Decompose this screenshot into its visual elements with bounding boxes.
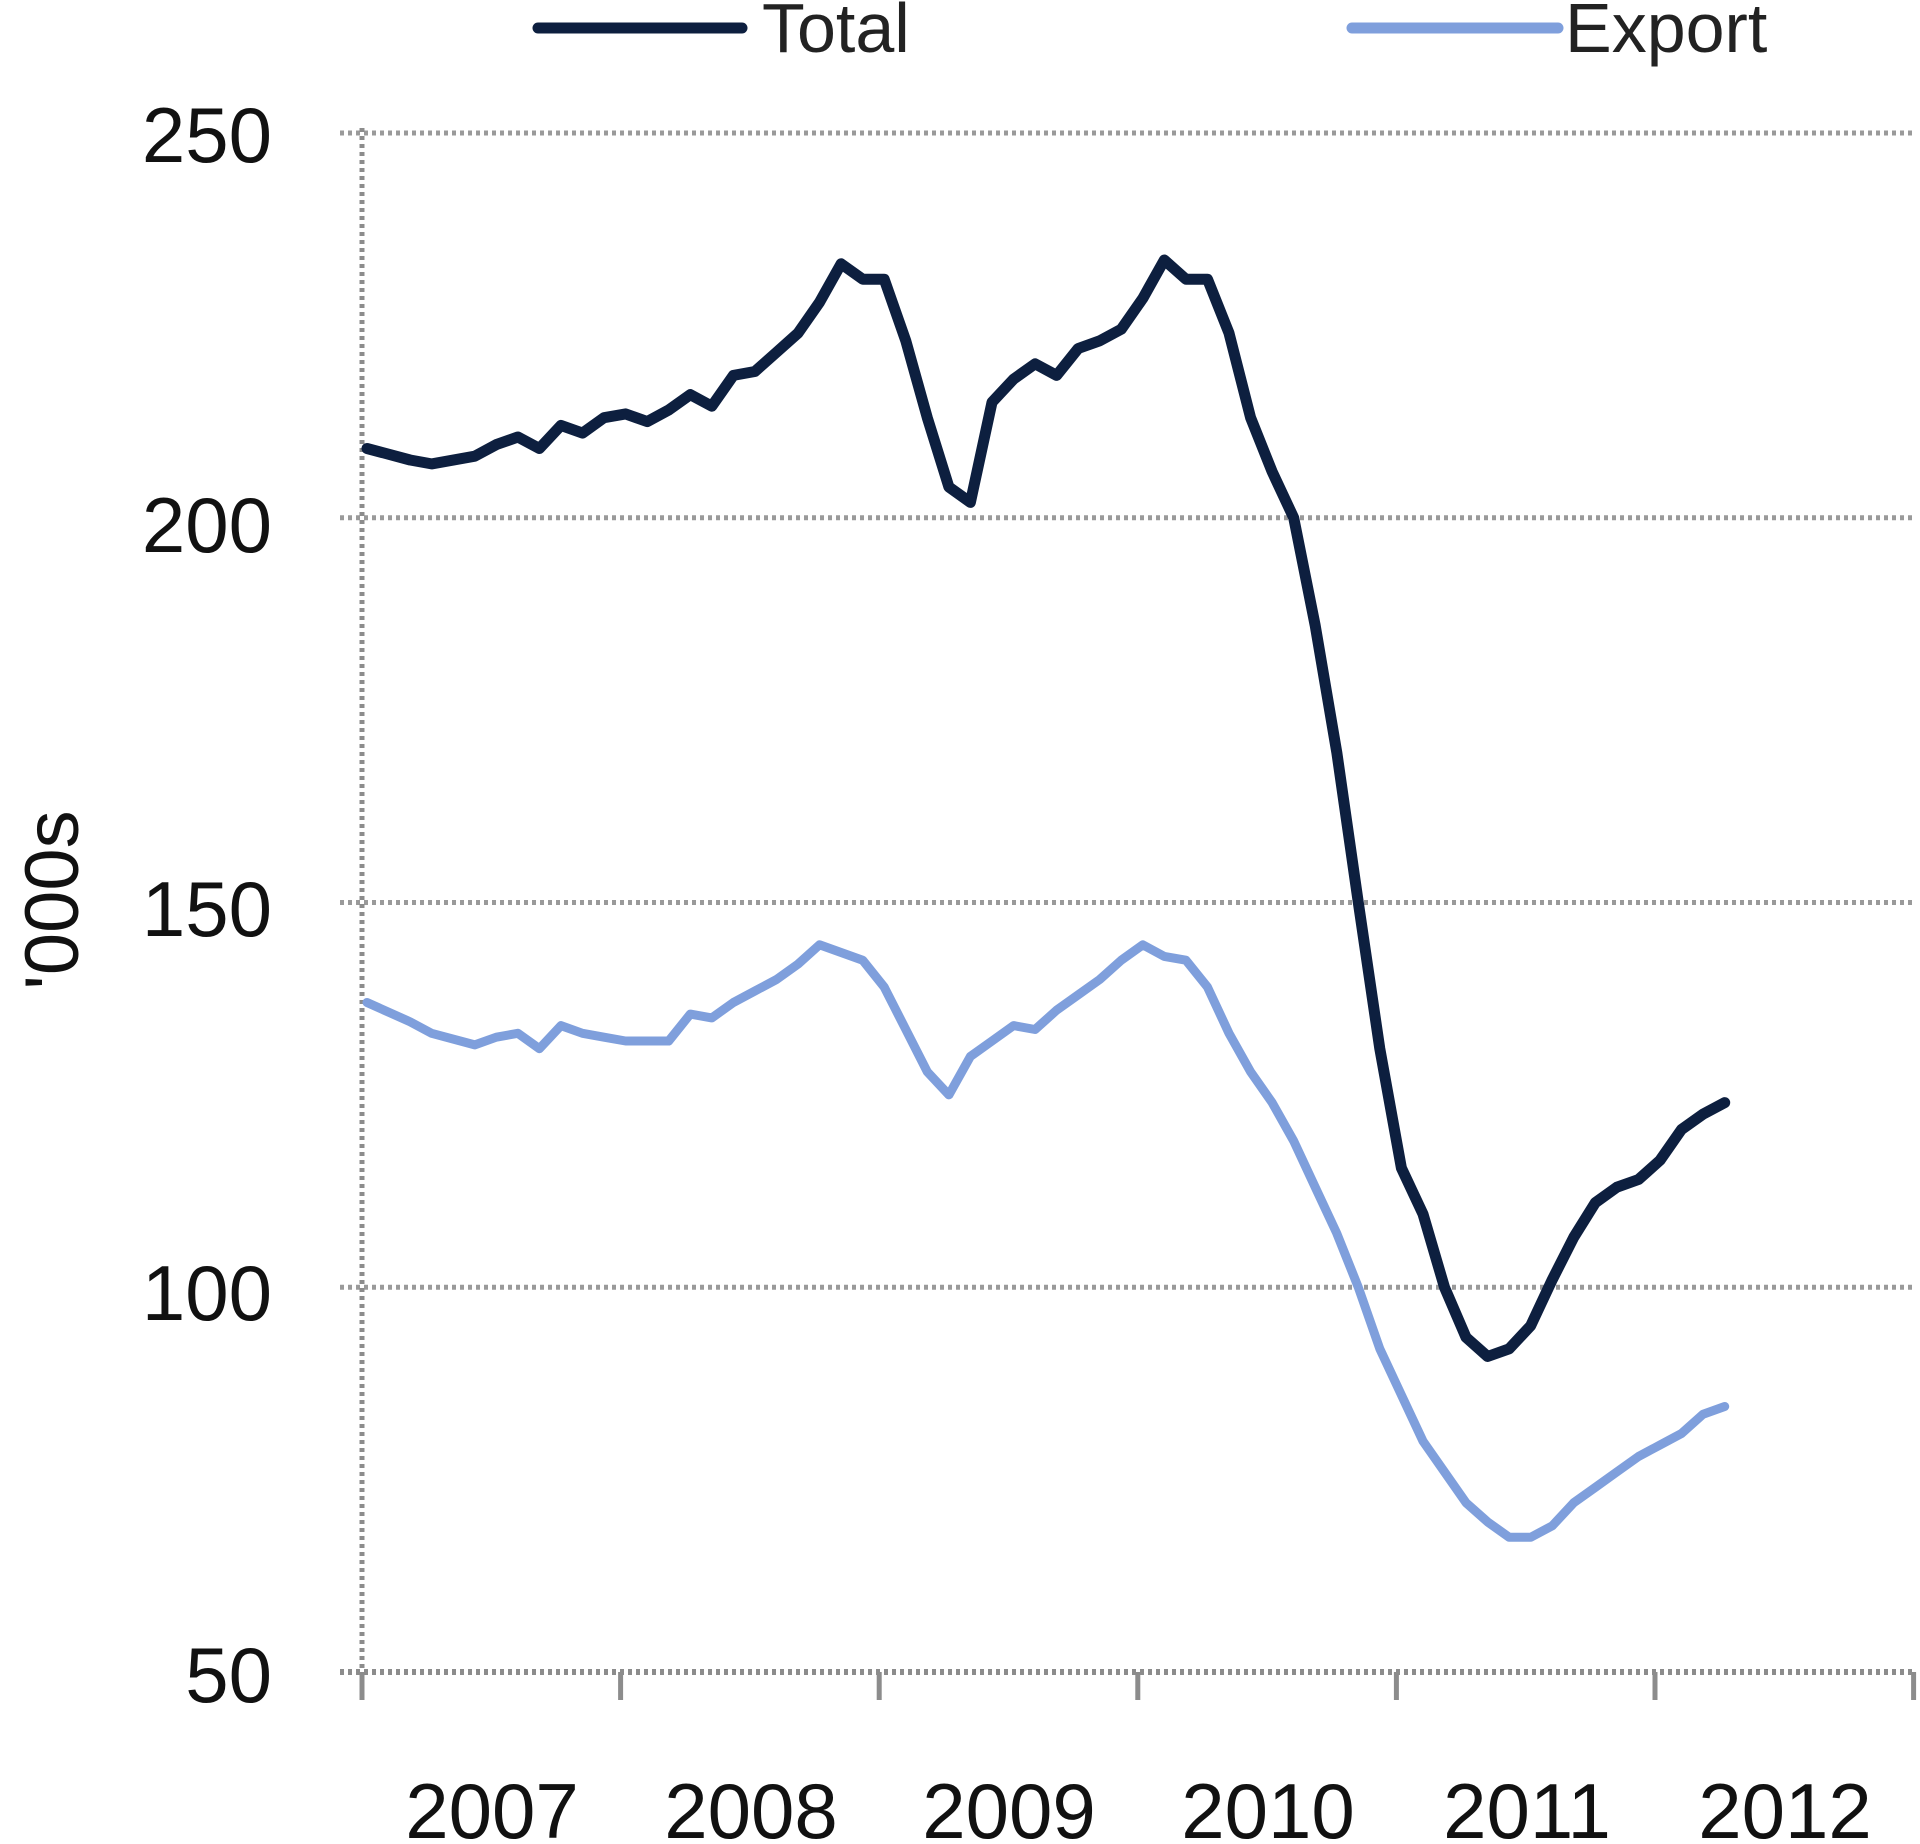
y-tick-50: 50 xyxy=(185,1631,272,1719)
y-tick-200: 200 xyxy=(142,481,272,569)
x-tick-2011: 2011 xyxy=(1443,1767,1611,1844)
x-tick-2012: 2012 xyxy=(1698,1767,1872,1844)
total-series-line xyxy=(361,254,1731,1362)
axes xyxy=(340,128,1917,1700)
y-axis-title: '000s xyxy=(10,810,95,989)
x-axis-ticks xyxy=(359,1672,1917,1700)
gridlines xyxy=(340,130,1912,1290)
legend-export-label: Export xyxy=(1565,0,1767,67)
y-axis-labels: 250 200 150 100 50 xyxy=(142,91,272,1719)
x-axis-labels: 2007 2008 2009 2010 2011 2012 xyxy=(405,1767,1872,1844)
y-tick-150: 150 xyxy=(142,865,272,953)
x-tick-2009: 2009 xyxy=(922,1767,1096,1844)
x-tick-2008: 2008 xyxy=(664,1767,838,1844)
x-tick-2010: 2010 xyxy=(1181,1767,1355,1844)
y-tick-250: 250 xyxy=(142,91,272,179)
legend: Total Export xyxy=(532,0,1767,67)
export-series-line xyxy=(362,940,1730,1542)
legend-total-label: Total xyxy=(762,0,910,67)
y-tick-100: 100 xyxy=(142,1249,272,1337)
x-tick-2007: 2007 xyxy=(405,1767,579,1844)
